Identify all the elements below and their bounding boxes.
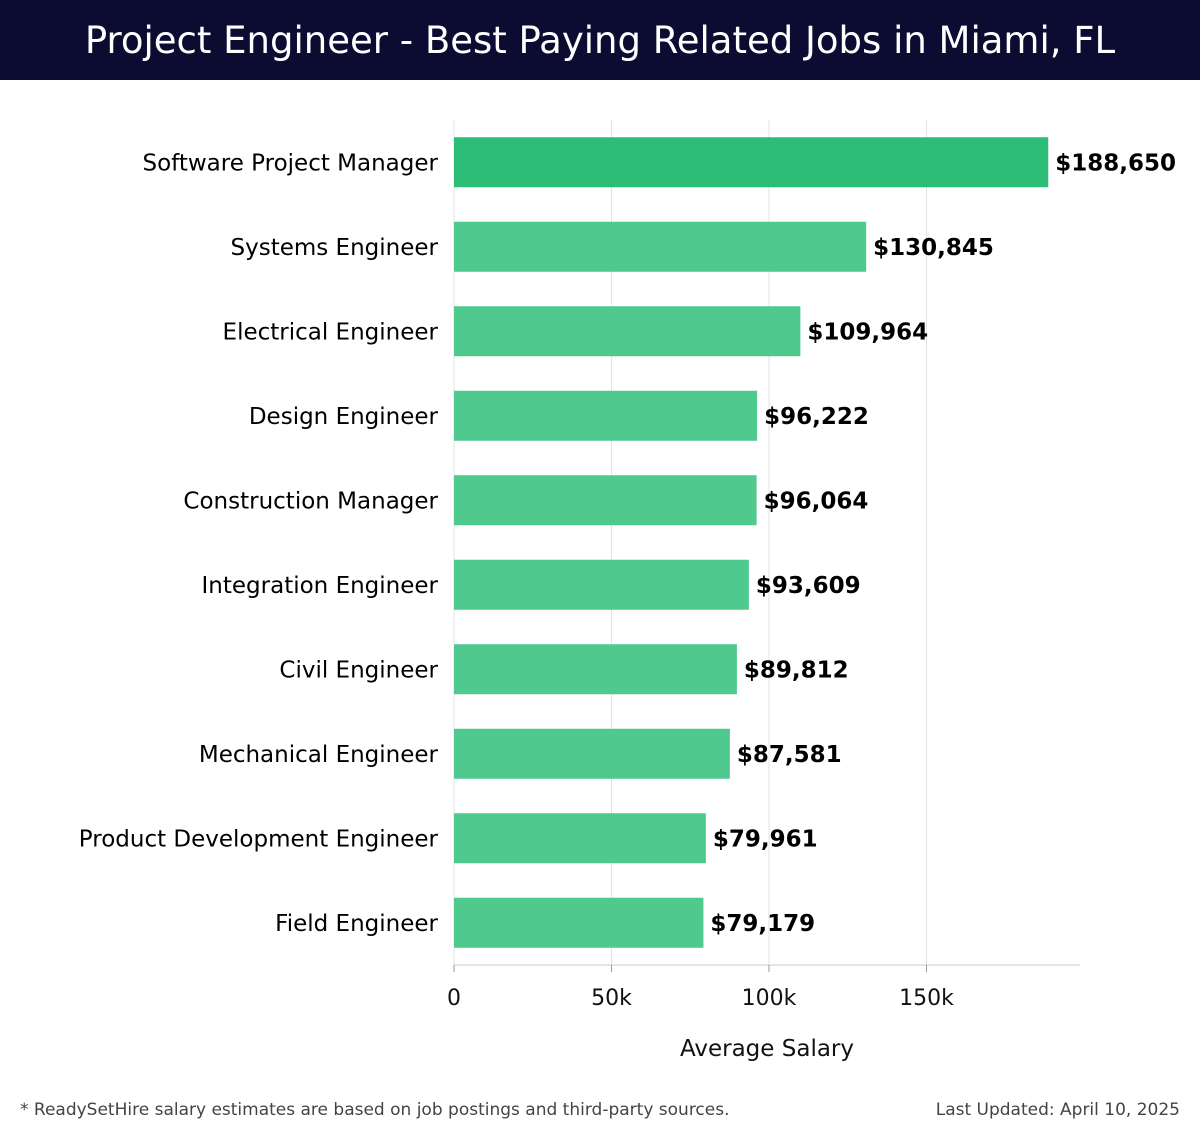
x-tick-label: 50k: [591, 986, 632, 1011]
header-bar: Project Engineer - Best Paying Related J…: [0, 0, 1200, 80]
category-label: Field Engineer: [275, 911, 438, 937]
source-footnote: * ReadySetHire salary estimates are base…: [20, 1100, 730, 1120]
category-label: Civil Engineer: [279, 657, 438, 683]
x-axis-title: Average Salary: [680, 1036, 854, 1062]
value-label: $79,179: [710, 911, 815, 937]
chart-title: Project Engineer - Best Paying Related J…: [84, 18, 1116, 62]
bar: [454, 137, 1049, 188]
bar: [454, 306, 801, 357]
value-label: $109,964: [807, 319, 928, 345]
value-label: $188,650: [1055, 150, 1176, 176]
category-label: Integration Engineer: [202, 573, 439, 599]
x-tick-label: 0: [447, 986, 461, 1011]
last-updated: Last Updated: April 10, 2025: [935, 1100, 1180, 1120]
bar: [454, 390, 758, 441]
value-label: $87,581: [737, 742, 842, 768]
value-label: $130,845: [873, 235, 994, 261]
bar: [454, 221, 867, 272]
value-label: $96,064: [764, 488, 869, 514]
bar: [454, 728, 730, 779]
category-label: Electrical Engineer: [223, 319, 439, 345]
bar: [454, 559, 749, 610]
category-label: Design Engineer: [249, 404, 439, 430]
x-tick-label: 150k: [899, 986, 954, 1011]
bar: [454, 813, 706, 864]
category-label: Mechanical Engineer: [199, 742, 439, 768]
category-label: Product Development Engineer: [79, 826, 439, 852]
value-label: $79,961: [713, 826, 818, 852]
category-label: Software Project Manager: [142, 150, 438, 176]
bar: [454, 897, 704, 948]
bar-chart: 0 50k 100k 150k Average Salary Software Proje…: [79, 120, 1176, 1062]
x-tick-label: 100k: [742, 986, 797, 1011]
value-label: $93,609: [756, 573, 861, 599]
bar: [454, 644, 737, 695]
bar: [454, 475, 757, 526]
value-label: $89,812: [744, 657, 849, 683]
value-label: $96,222: [764, 404, 869, 430]
category-label: Construction Manager: [183, 488, 438, 514]
category-label: Systems Engineer: [231, 235, 439, 261]
